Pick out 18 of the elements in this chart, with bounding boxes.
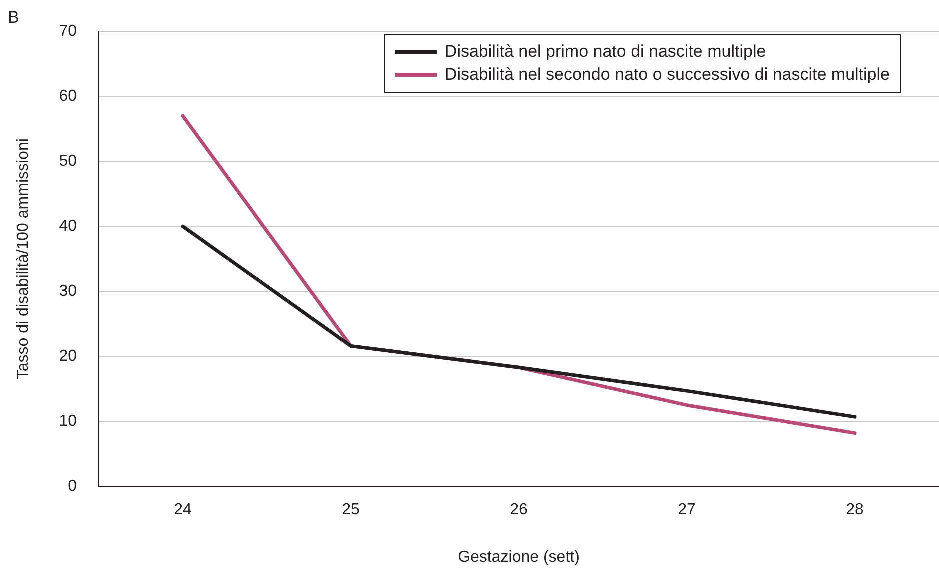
- legend-label: Disabilità nel primo nato di nascite multiple: [444, 42, 766, 62]
- y-tick-label: 70: [59, 23, 78, 40]
- x-tick-label: 24: [174, 502, 192, 519]
- y-axis-title: Tasso di disabilità/100 ammissioni: [15, 138, 32, 380]
- y-tick-label: 30: [59, 283, 78, 300]
- y-tick-label: 40: [59, 218, 78, 236]
- x-tick-label: 27: [678, 502, 696, 519]
- x-axis-title: Gestazione (sett): [458, 548, 580, 566]
- x-tick-label: 28: [846, 502, 864, 519]
- y-tick-label: 0: [68, 478, 78, 496]
- x-tick-label: 25: [342, 502, 360, 519]
- y-tick-label: 60: [59, 88, 78, 106]
- text: B: [8, 8, 20, 28]
- y-tick-label: 50: [59, 153, 78, 170]
- y-tick-label: 10: [59, 413, 78, 430]
- legend-label: Disabilità nel secondo nato o successivo di nascite multiple: [444, 65, 890, 85]
- x-tick-label: 26: [510, 502, 528, 519]
- y-tick-label: 20: [59, 348, 78, 366]
